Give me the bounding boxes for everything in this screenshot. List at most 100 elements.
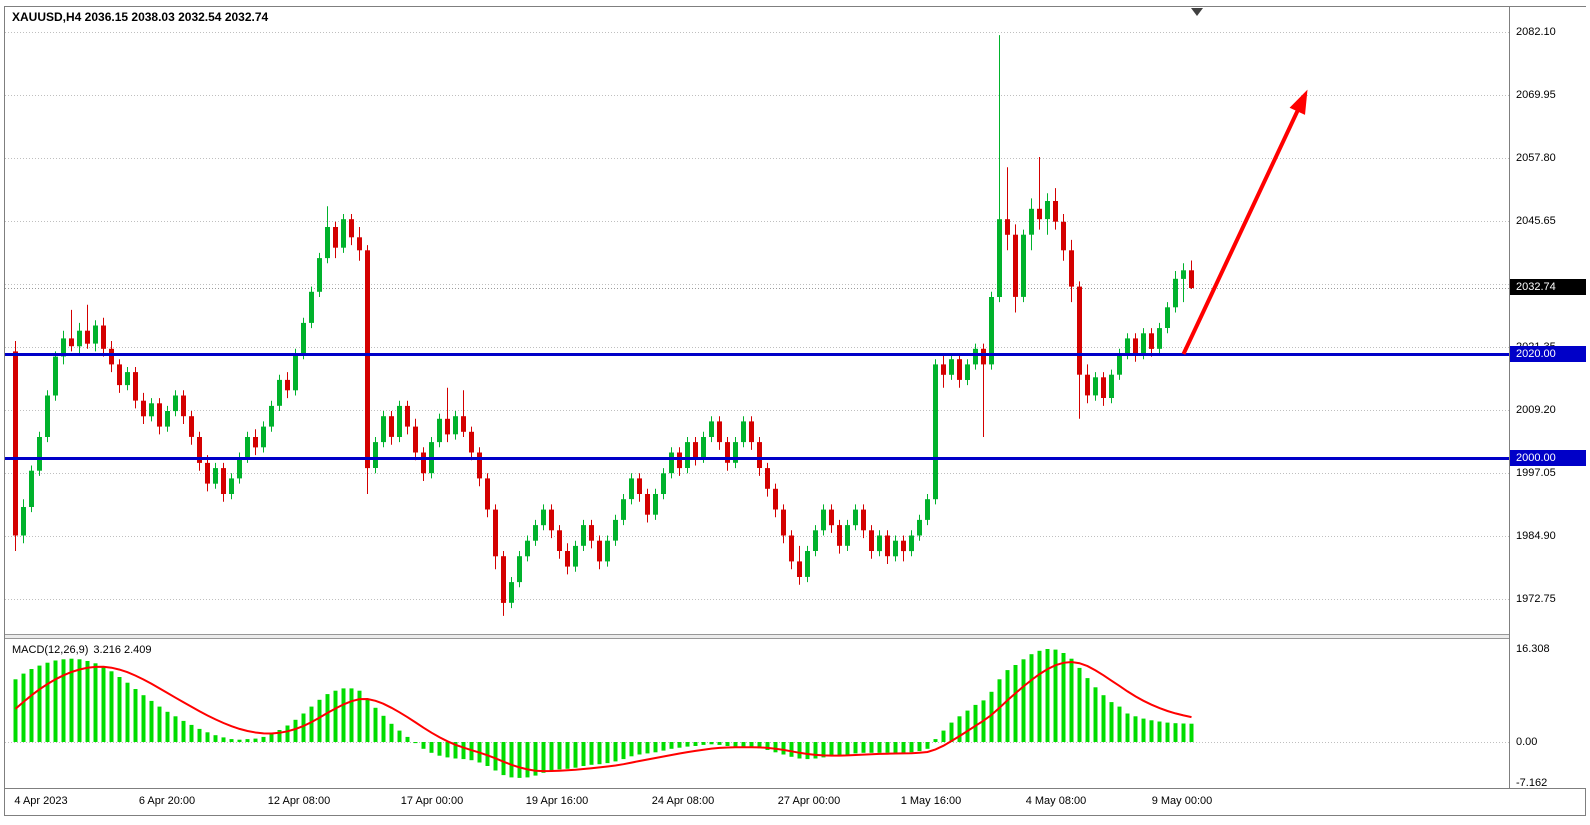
candlestick <box>1165 302 1170 334</box>
macd-histogram-bar <box>845 742 850 755</box>
candlestick <box>93 320 98 352</box>
macd-histogram-bar <box>1157 721 1162 742</box>
macd-histogram-bar <box>325 694 330 742</box>
macd-histogram-bar <box>437 742 442 756</box>
candle-body <box>29 470 34 507</box>
macd-histogram-bar <box>501 742 506 776</box>
candle-body <box>981 348 986 365</box>
candlestick <box>805 545 810 583</box>
candle-body <box>685 442 690 468</box>
candle-body <box>741 421 746 443</box>
main-chart-panel[interactable]: XAUUSD,H4 2036.15 2038.03 2032.54 2032.7… <box>5 7 1509 634</box>
macd-histogram-bar <box>165 711 170 742</box>
candle-body <box>837 525 842 546</box>
candlestick <box>765 462 770 497</box>
macd-histogram-bar <box>125 682 130 742</box>
candlestick <box>1149 328 1154 357</box>
candlestick <box>989 291 994 370</box>
macd-histogram-bar <box>669 742 674 749</box>
candle-body <box>1093 377 1098 396</box>
candlestick <box>1173 271 1178 313</box>
candlestick <box>549 504 554 539</box>
trend-arrow-head[interactable] <box>1289 89 1308 115</box>
candlestick <box>1029 198 1034 251</box>
macd-histogram-bar <box>933 739 938 742</box>
time-axis-label: 1 May 16:00 <box>900 795 962 807</box>
candle-body <box>1141 333 1146 354</box>
candle-body <box>453 416 458 435</box>
price-scale[interactable]: 2082.102069.952057.802045.652033.502021.… <box>1509 7 1586 789</box>
candle-body <box>333 227 338 248</box>
candlestick <box>1157 322 1162 354</box>
candlestick <box>813 525 818 557</box>
candlestick <box>229 473 234 500</box>
candlestick <box>453 411 458 440</box>
macd-histogram-bar <box>1085 678 1090 742</box>
macd-histogram-bar <box>1053 649 1058 742</box>
macd-histogram-bar <box>557 742 562 770</box>
candle-body <box>309 291 314 323</box>
macd-histogram-bar <box>421 742 426 749</box>
macd-histogram-bar <box>1109 702 1114 742</box>
candle-body <box>1117 354 1122 375</box>
candle-body <box>997 219 1002 297</box>
time-axis-label: 6 Apr 20:00 <box>138 795 196 807</box>
macd-histogram-bar <box>341 688 346 742</box>
candle-body <box>957 359 962 380</box>
candlestick <box>781 504 786 544</box>
candlestick <box>901 535 906 562</box>
candlestick <box>613 514 618 546</box>
candlestick <box>149 398 154 422</box>
candle-body <box>349 219 354 238</box>
macd-histogram-bar <box>261 736 266 742</box>
macd-histogram-bar <box>1125 713 1130 742</box>
candlestick <box>13 341 18 551</box>
macd-histogram-bar <box>429 742 434 753</box>
candle-body <box>877 535 882 552</box>
candlestick <box>101 317 106 357</box>
panel-splitter[interactable] <box>5 634 1509 639</box>
candle-body <box>709 421 714 437</box>
candle-body <box>901 540 906 552</box>
macd-histogram-bar <box>277 730 282 742</box>
macd-histogram-bar <box>589 742 594 765</box>
candlestick <box>957 354 962 388</box>
candlestick <box>405 400 410 435</box>
candlestick <box>525 535 530 562</box>
candlestick <box>533 519 538 546</box>
candlestick <box>853 504 858 531</box>
candle-body <box>373 442 378 468</box>
candlestick <box>653 488 658 520</box>
candle-body <box>541 509 546 526</box>
candle-body <box>565 551 570 567</box>
candle-body <box>229 478 234 494</box>
candlestick <box>1069 239 1074 303</box>
candlestick <box>501 551 506 616</box>
macd-histogram-bar <box>573 742 578 768</box>
candlestick <box>829 504 834 533</box>
macd-histogram-bar <box>773 742 778 753</box>
candlestick <box>621 494 626 526</box>
macd-histogram-bar <box>189 724 194 742</box>
candle-body <box>645 494 650 515</box>
candle-body <box>381 416 386 443</box>
macd-histogram-bar <box>1005 670 1010 742</box>
candle-body <box>1069 250 1074 287</box>
macd-histogram-bar <box>653 742 658 753</box>
candle-body <box>1005 219 1010 235</box>
candlestick <box>749 416 754 450</box>
time-scale[interactable]: 4 Apr 2023 6 Apr 20:00 12 Apr 08:00 17 Apr … <box>5 788 1585 815</box>
candle-body <box>573 545 578 567</box>
candlestick-chart-canvas[interactable] <box>5 7 1509 634</box>
macd-histogram-bar <box>109 671 114 742</box>
time-axis-label: 4 Apr 2023 <box>14 795 68 807</box>
candle-body <box>253 437 258 448</box>
macd-histogram-bar <box>333 690 338 742</box>
macd-histogram-bar <box>877 742 882 753</box>
candlestick <box>869 525 874 559</box>
macd-histogram-bar <box>229 739 234 742</box>
macd-chart-canvas[interactable] <box>5 639 1509 788</box>
trend-arrow-line[interactable] <box>1181 106 1301 355</box>
macd-panel[interactable]: MACD(12,26,9) 3.216 2.409 <box>5 639 1509 788</box>
candlestick <box>885 530 890 564</box>
